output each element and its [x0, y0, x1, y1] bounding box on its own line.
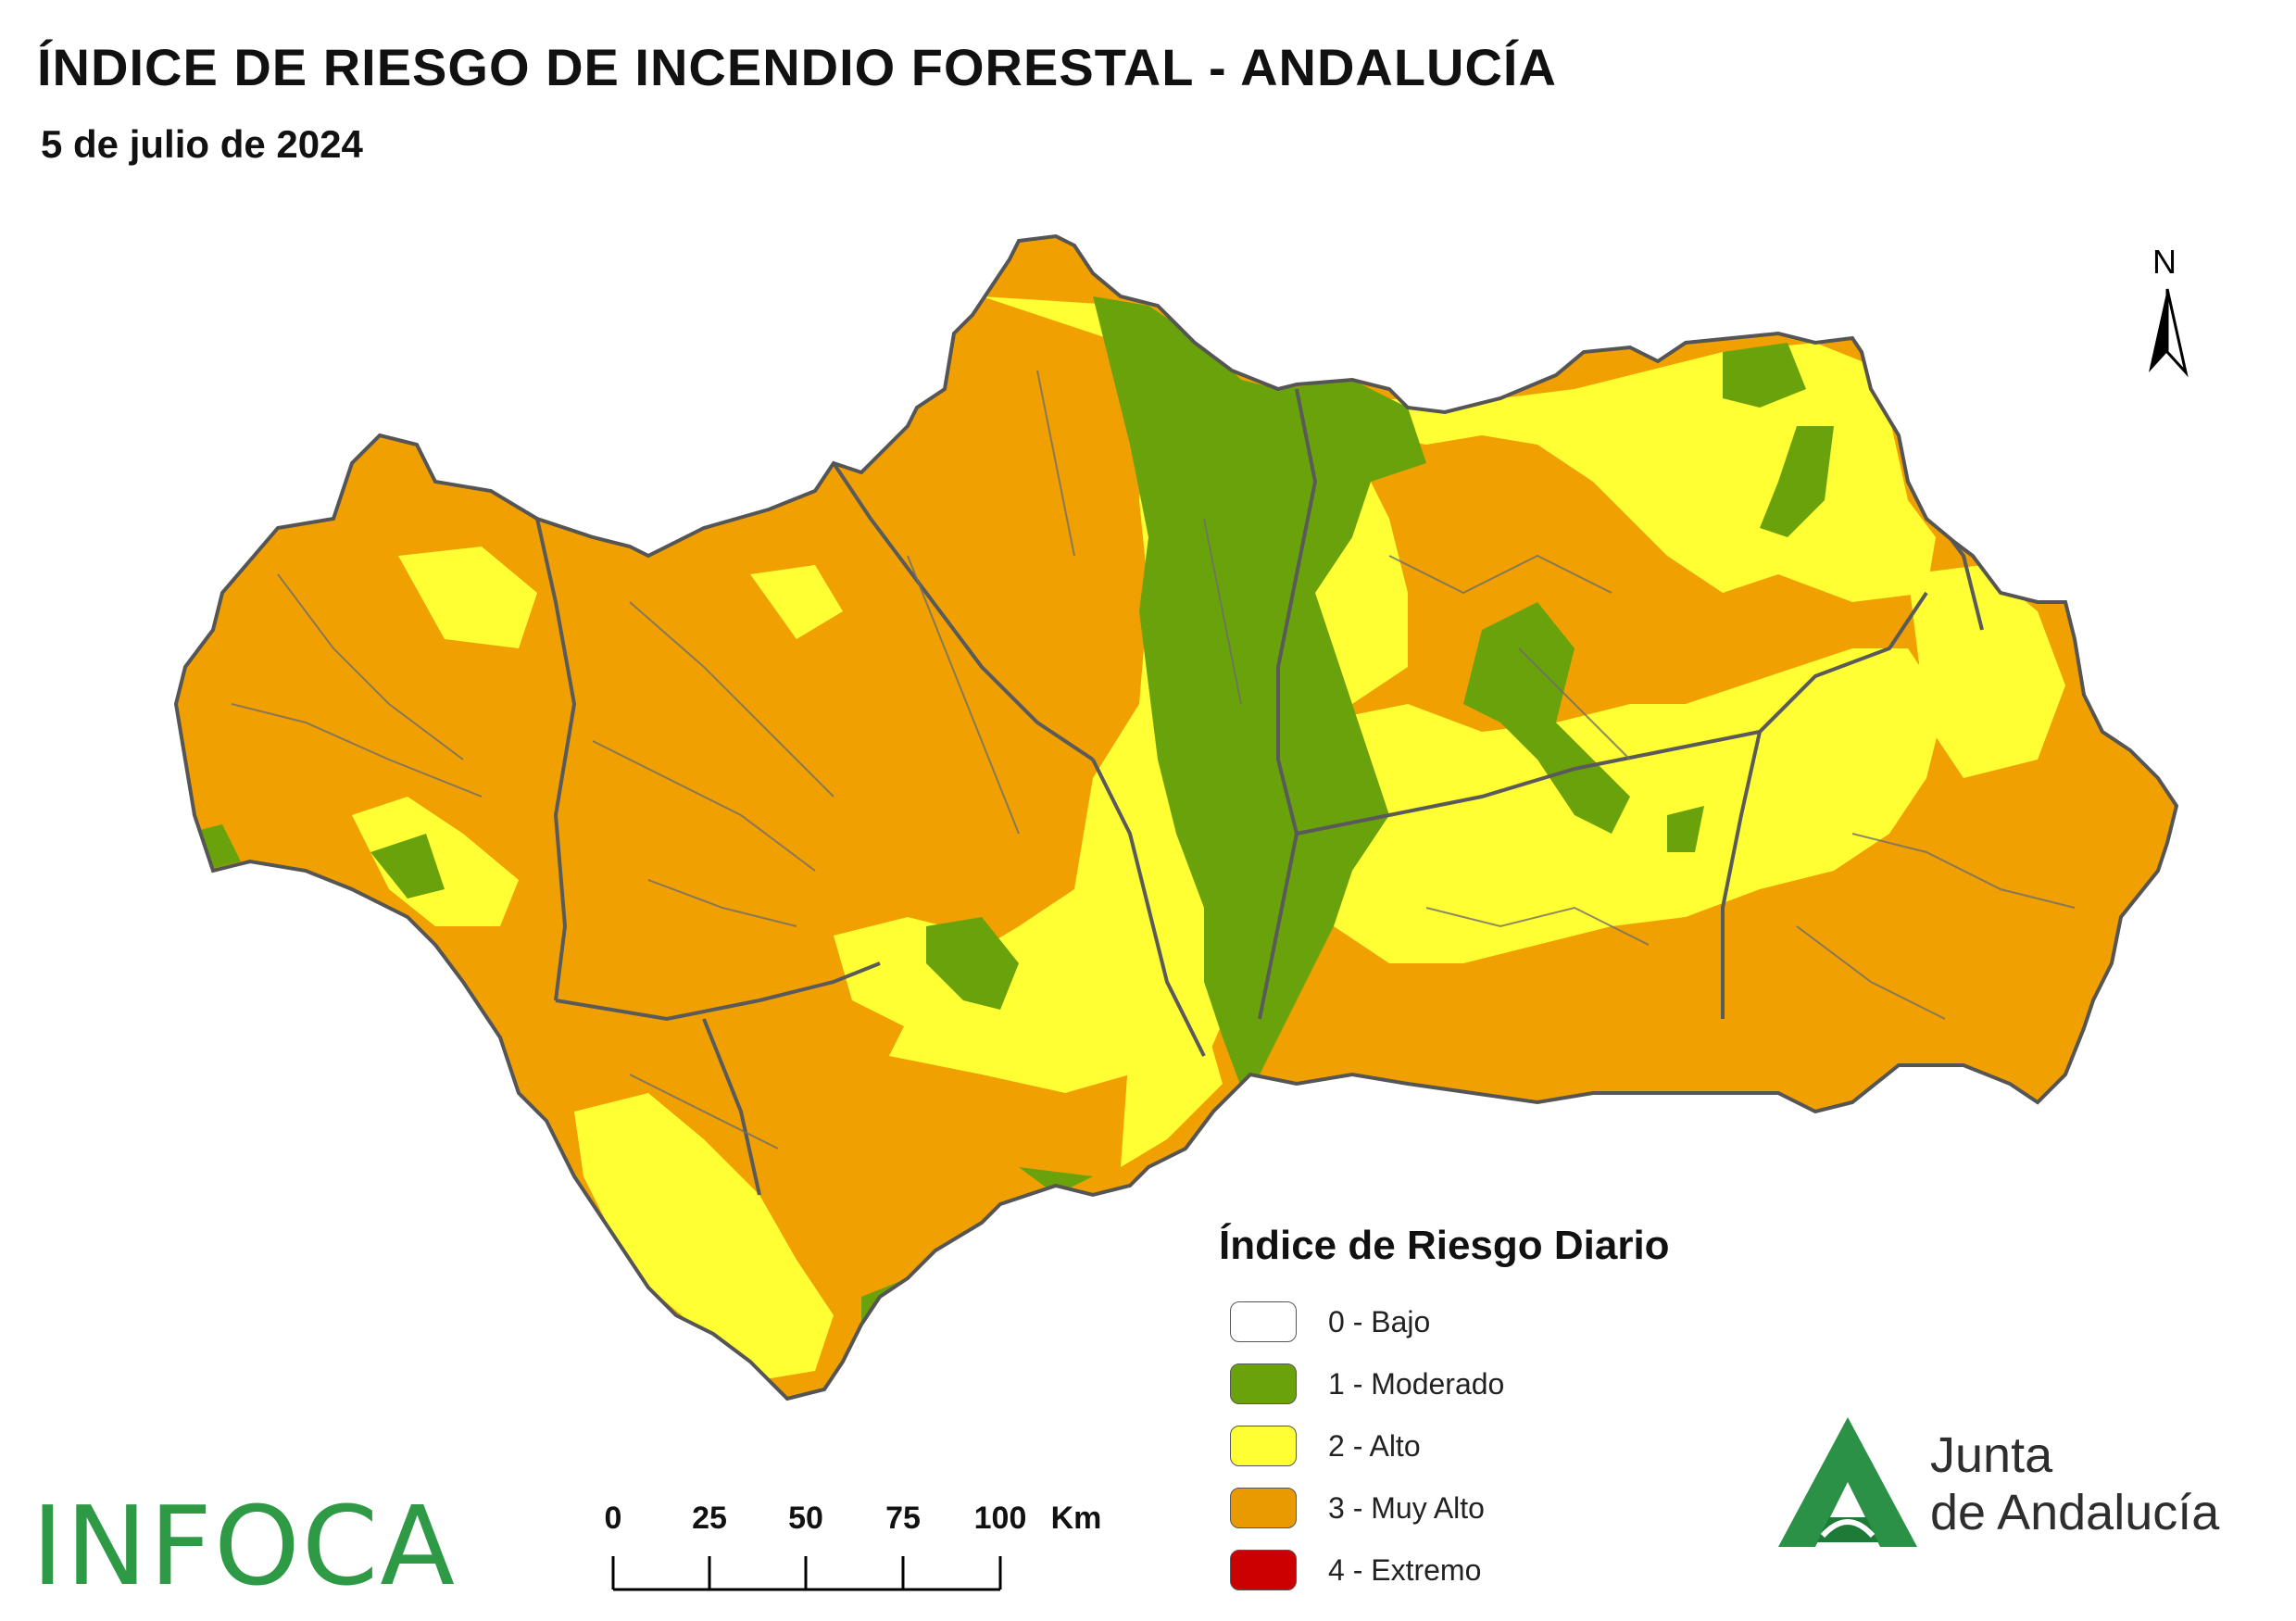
scale-tick-75: 75 — [885, 1501, 921, 1536]
legend-label-moderado: 1 - Moderado — [1328, 1366, 1505, 1401]
zone-alto — [750, 565, 843, 639]
zone-alto — [1121, 1019, 1223, 1167]
zone-moderado — [1667, 806, 1704, 852]
zone-moderado — [1463, 602, 1630, 834]
scale-tick-25: 25 — [692, 1501, 727, 1536]
infoca-logo: INFOCA — [31, 1482, 457, 1610]
north-arrow-icon — [2149, 288, 2189, 378]
legend-label-bajo: 0 - Bajo — [1328, 1304, 1431, 1338]
zone-moderado — [370, 834, 445, 898]
zone-moderado — [926, 917, 1019, 1010]
legend-item-extremo: 4 - Extremo — [1230, 1549, 1481, 1591]
risk-zones — [176, 236, 2177, 1399]
province-borders — [535, 388, 1984, 1196]
legend-item-moderado: 1 - Moderado — [1230, 1363, 1504, 1405]
zone-alto — [1315, 648, 1945, 963]
zone-moderado — [1723, 343, 1806, 408]
scale-tick-0: 0 — [604, 1501, 622, 1536]
zone-moderado — [1760, 426, 1834, 537]
junta-andalucia-logo-icon — [1778, 1417, 1917, 1547]
junta-andalucia-text: Junta de Andalucía — [1930, 1426, 2219, 1541]
zone-moderado — [1019, 1167, 1093, 1195]
zone-moderado — [1093, 296, 1426, 1112]
legend-swatch-bajo — [1230, 1301, 1297, 1342]
legend-title: Índice de Riesgo Diario — [1219, 1223, 1670, 1268]
scale-unit: Km — [1050, 1501, 1102, 1536]
scale-tick-50: 50 — [788, 1501, 823, 1536]
legend-label-alto: 2 - Alto — [1328, 1428, 1421, 1463]
zone-alto — [398, 547, 537, 648]
map-title: ÍNDICE DE RIESGO DE INCENDIO FORESTAL - … — [37, 38, 1557, 96]
legend-swatch-moderado — [1230, 1363, 1297, 1404]
legend-item-muy-alto: 3 - Muy Alto — [1230, 1487, 1485, 1529]
legend-label-muy-alto: 3 - Muy Alto — [1328, 1490, 1485, 1525]
scale-tick-100: 100 — [973, 1501, 1027, 1536]
legend-swatch-alto — [1230, 1426, 1297, 1466]
zone-alto — [574, 1093, 834, 1380]
junta-line2: de Andalucía — [1930, 1485, 2220, 1540]
junta-line1: Junta — [1930, 1427, 2053, 1483]
scale-bar — [611, 1556, 1002, 1591]
map-date: 5 de julio de 2024 — [41, 122, 363, 166]
legend-item-alto: 2 - Alto — [1230, 1425, 1421, 1467]
legend-swatch-muy-alto — [1230, 1488, 1297, 1528]
zone-alto — [1908, 565, 2065, 778]
north-label: N — [2152, 243, 2177, 281]
legend-item-bajo: 0 - Bajo — [1230, 1301, 1430, 1343]
legend-label-extremo: 4 - Extremo — [1328, 1552, 1482, 1587]
legend-swatch-extremo — [1230, 1550, 1297, 1590]
